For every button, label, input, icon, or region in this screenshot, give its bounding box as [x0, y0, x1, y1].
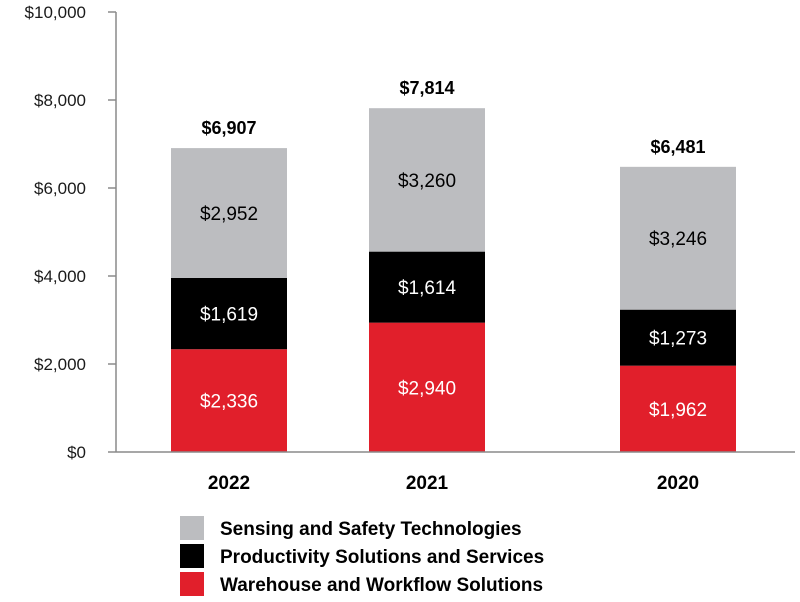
legend-label: Warehouse and Workflow Solutions [220, 575, 543, 596]
legend: Sensing and Safety Technologies Productiv… [180, 516, 544, 596]
y-tick-label: $0 [67, 443, 86, 462]
bar-segment [369, 251, 485, 323]
bar-total-label: $6,907 [201, 118, 256, 138]
y-tick-label: $8,000 [34, 91, 86, 110]
legend-swatch [180, 516, 204, 540]
y-tick-label: $2,000 [34, 355, 86, 374]
legend-swatch [180, 572, 204, 596]
y-tick-label: $6,000 [34, 179, 86, 198]
bar-segment-label: $1,962 [649, 400, 707, 421]
bar-segment [620, 166, 736, 310]
legend-label: Sensing and Safety Technologies [220, 519, 522, 540]
bar-segment [620, 309, 736, 366]
legend-swatch [180, 544, 204, 568]
bar-segment [369, 322, 485, 452]
bar-segment-label: $1,619 [200, 305, 258, 326]
bar-segment-label: $1,614 [398, 278, 457, 299]
bar-segment [171, 349, 287, 452]
legend-label: Productivity Solutions and Services [220, 547, 544, 568]
bar-segment-label: $3,246 [649, 229, 707, 250]
bar-segment-label: $1,273 [649, 329, 707, 350]
y-axis: $0 $2,000 $4,000 $6,000 $8,000 $10,000 [25, 3, 117, 462]
x-tick-label: 2022 [208, 473, 250, 494]
bar-segment [369, 108, 485, 252]
x-tick-label: 2021 [406, 473, 449, 494]
x-axis: 2022 2021 2020 [116, 451, 795, 494]
bar-segment [171, 277, 287, 350]
bar-total-label: $7,814 [399, 78, 454, 98]
bar-segment-label: $2,952 [200, 204, 258, 225]
bar-segment-label: $2,336 [200, 392, 258, 413]
bar-total-label: $6,481 [650, 137, 705, 157]
bar-segment-label: $2,940 [398, 378, 456, 399]
bar-segment-label: $3,260 [398, 171, 456, 192]
bars: $2,336 $1,619 $2,952 $6,907 $2,940 $1,614 $3,2… [171, 78, 736, 452]
bar-segment [171, 148, 287, 278]
y-tick-label: $4,000 [34, 267, 86, 286]
y-tick-label: $10,000 [25, 3, 86, 22]
x-tick-label: 2020 [657, 473, 699, 494]
bar-segment [620, 365, 736, 452]
